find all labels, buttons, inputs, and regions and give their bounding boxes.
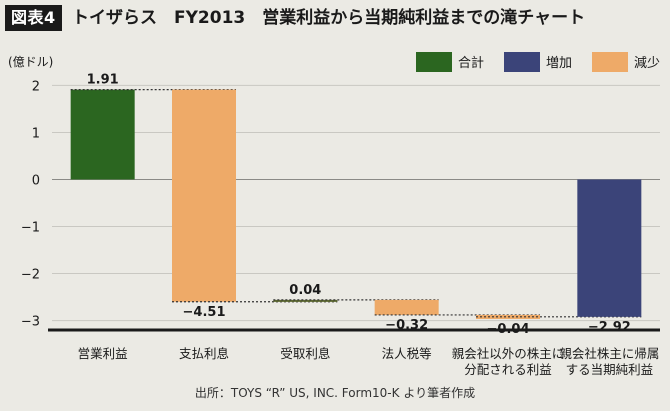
category-label: 親会社株主に帰属 bbox=[559, 346, 659, 361]
data-label-5: −2.92 bbox=[588, 320, 631, 335]
data-label-2: 0.04 bbox=[289, 283, 321, 298]
category-label: 法人税等 bbox=[382, 346, 432, 361]
source-note: 出所：TOYS “R” US, INC. Form10-K より筆者作成 bbox=[194, 386, 476, 400]
bar-0 bbox=[70, 89, 135, 180]
data-label-1: −4.51 bbox=[183, 305, 226, 320]
data-label-0: 1.91 bbox=[87, 73, 119, 88]
y-tick-label: 1 bbox=[32, 126, 40, 141]
legend-label-increase: 増加 bbox=[546, 56, 572, 71]
legend-label-total: 合計 bbox=[458, 55, 484, 71]
category-label: 支払利息 bbox=[179, 346, 229, 361]
y-tick-label: −3 bbox=[21, 315, 40, 330]
category-label: 親会社以外の株主に bbox=[452, 346, 565, 361]
y-tick-label: 2 bbox=[32, 79, 40, 94]
category-label: する当期純利益 bbox=[566, 362, 654, 377]
y-tick-label: 0 bbox=[32, 173, 40, 188]
y-axis-unit-label: (億ドル) bbox=[8, 55, 53, 69]
bar-1 bbox=[172, 89, 236, 302]
legend-swatch-total bbox=[416, 52, 452, 72]
category-label: 営業利益 bbox=[78, 346, 128, 361]
figure-badge: 図表4 bbox=[5, 5, 62, 31]
bar-3 bbox=[374, 299, 439, 315]
category-label: 分配される利益 bbox=[464, 362, 552, 377]
chart-title: トイザらス FY2013 営業利益から当期純利益までの滝チャート bbox=[72, 8, 586, 28]
y-tick-label: −2 bbox=[21, 268, 40, 283]
waterfall-chart: (億ドル) 合計 増加 減少 2 1 0 −1 −2 −3 1.91 営業利益 −4.51 支払利息 0.0… bbox=[8, 52, 660, 377]
category-label: 受取利息 bbox=[280, 346, 330, 361]
bar-5 bbox=[577, 179, 642, 317]
legend-swatch-decrease bbox=[592, 52, 628, 72]
legend-label-decrease: 減少 bbox=[634, 55, 660, 71]
legend-swatch-increase bbox=[504, 52, 540, 72]
bar-2 bbox=[273, 299, 338, 302]
figure-header: 図表4 トイザらス FY2013 営業利益から当期純利益までの滝チャート bbox=[0, 0, 670, 36]
y-tick-label: −1 bbox=[21, 221, 40, 236]
